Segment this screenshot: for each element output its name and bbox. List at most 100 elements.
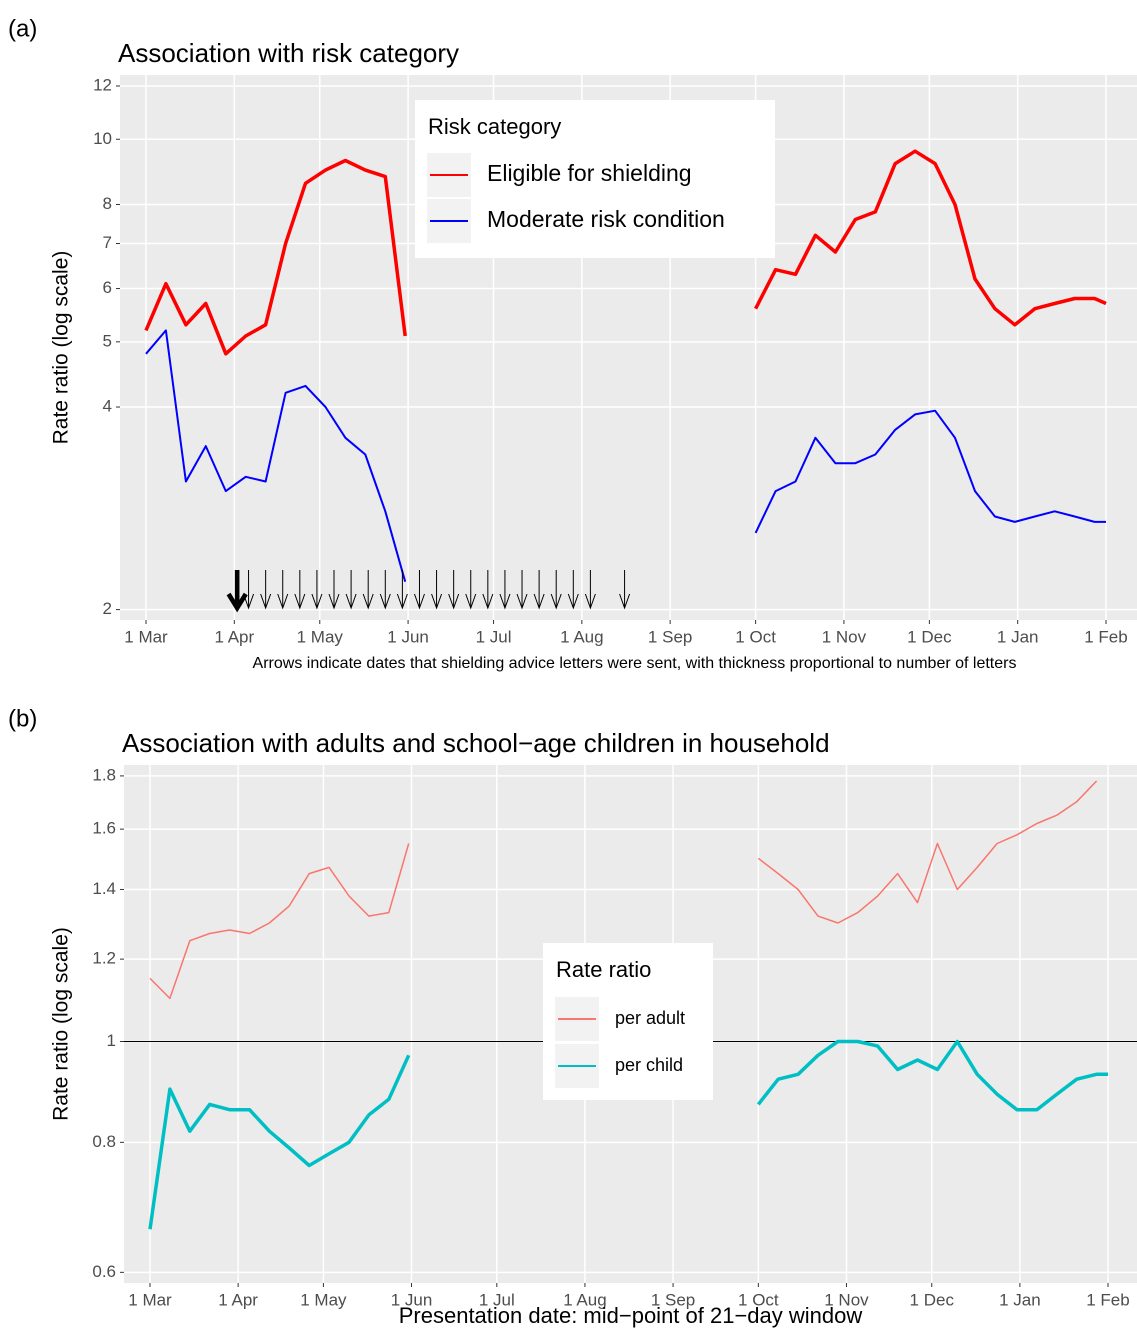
x-tick-label: 1 Jan (999, 1290, 1041, 1309)
chart-title: Association with adults and school−age c… (122, 728, 830, 758)
y-tick-label: 6 (103, 278, 112, 297)
x-tick-label: 1 Oct (735, 627, 776, 646)
y-tick-label: 2 (103, 599, 112, 618)
letter-arrow (516, 570, 528, 610)
arrow-head (345, 593, 357, 610)
arrow-head (243, 593, 255, 610)
arrow-head (567, 593, 579, 610)
letter-arrow (550, 570, 562, 610)
letter-arrow (328, 570, 340, 610)
letter-arrow (619, 570, 631, 610)
letter-arrow (431, 570, 443, 610)
y-tick-label: 1.4 (92, 879, 116, 898)
x-tick-label: 1 Sep (648, 627, 692, 646)
x-tick-label: 1 Jul (476, 627, 512, 646)
panel-label: (a) (8, 15, 37, 42)
legend-label: per child (615, 1055, 683, 1075)
x-tick-label: 1 Apr (214, 627, 254, 646)
arrow-head (448, 593, 460, 610)
arrow-head (533, 593, 545, 610)
letter-arrow (465, 570, 477, 610)
arrow-head (516, 593, 528, 610)
x-tick-label: 1 Mar (124, 627, 168, 646)
arrow-head (226, 592, 248, 613)
x-tick-label: 1 Nov (824, 1290, 869, 1309)
arrow-head (499, 593, 511, 610)
x-tick-label: 1 Oct (738, 1290, 779, 1309)
letter-arrow (362, 570, 374, 610)
y-tick-label: 8 (103, 194, 112, 213)
letter-arrow (294, 570, 306, 610)
x-tick-label: 1 May (300, 1290, 347, 1309)
chart-title: Association with risk category (118, 38, 459, 68)
legend-title: Risk category (428, 114, 561, 139)
x-tick-label: 1 Jun (391, 1290, 433, 1309)
x-tick-label: 1 Jul (479, 1290, 515, 1309)
y-tick-label: 4 (103, 397, 112, 416)
arrow-head (584, 593, 596, 610)
y-tick-label: 7 (103, 233, 112, 252)
x-tick-label: 1 Sep (651, 1290, 695, 1309)
legend-box (415, 100, 775, 258)
legend-label: Eligible for shielding (487, 160, 692, 186)
letter-arrow (396, 570, 408, 610)
legend-label: per adult (615, 1008, 685, 1028)
letter-arrow (260, 570, 272, 610)
y-tick-label: 1.2 (92, 949, 116, 968)
letter-arrow (448, 570, 460, 610)
y-tick-label: 1.8 (92, 765, 116, 784)
x-tick-label: 1 Jan (997, 627, 1039, 646)
series-line (149, 780, 1098, 1000)
series-line (145, 329, 1106, 582)
series-line (148, 1039, 1108, 1230)
legend-label: Moderate risk condition (487, 206, 725, 232)
y-tick-label: 12 (93, 75, 112, 94)
arrow-head (379, 593, 391, 610)
x-tick-label: 1 Feb (1084, 627, 1127, 646)
arrow-head (277, 593, 289, 610)
arrow-head (328, 593, 340, 610)
letter-arrow (584, 570, 596, 610)
legend-title: Rate ratio (556, 957, 651, 982)
y-tick-label: 1.6 (92, 819, 116, 838)
arrow-head (431, 593, 443, 610)
letter-arrow (499, 570, 511, 610)
letter-arrow (345, 570, 357, 610)
arrow-head (396, 593, 408, 610)
arrow-head (619, 593, 631, 610)
caption: Arrows indicate dates that shielding adv… (253, 655, 1017, 672)
arrow-head (294, 593, 306, 610)
arrow-head (465, 593, 477, 610)
x-tick-label: 1 Dec (907, 627, 952, 646)
letter-arrow (379, 570, 391, 610)
letter-arrow (482, 570, 494, 610)
x-tick-label: 1 Mar (128, 1290, 172, 1309)
y-axis-label: Rate ratio (log scale) (50, 251, 73, 445)
arrow-head (482, 593, 494, 610)
x-tick-label: 1 Jun (387, 627, 429, 646)
letter-arrow (311, 570, 323, 610)
letter-arrow (414, 570, 425, 610)
arrow-head (311, 593, 323, 610)
panel-label: (b) (8, 705, 37, 732)
letter-arrow (277, 570, 289, 610)
y-axis-label: Rate ratio (log scale) (50, 927, 73, 1121)
y-tick-label: 0.6 (92, 1262, 116, 1281)
letter-arrow (226, 570, 248, 613)
letter-arrow (243, 570, 255, 610)
x-tick-label: 1 Feb (1086, 1290, 1129, 1309)
letter-arrow (533, 570, 545, 610)
arrow-head (414, 593, 425, 610)
series-line (144, 149, 1107, 356)
x-axis-label: Presentation date: mid−point of 21−day w… (399, 1303, 863, 1328)
letter-arrow (567, 570, 579, 610)
x-tick-label: 1 Apr (218, 1290, 258, 1309)
x-tick-label: 1 Dec (910, 1290, 955, 1309)
x-tick-label: 1 Aug (563, 1290, 607, 1309)
y-tick-label: 1 (107, 1031, 116, 1050)
x-tick-label: 1 May (297, 627, 344, 646)
x-tick-label: 1 Aug (560, 627, 604, 646)
arrow-head (260, 593, 272, 610)
